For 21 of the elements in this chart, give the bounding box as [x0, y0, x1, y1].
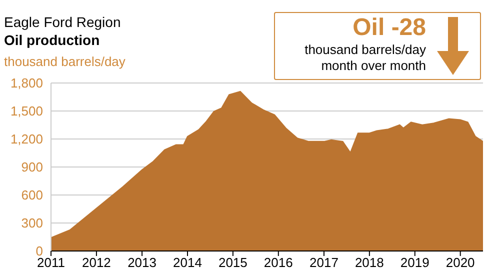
- x-tick-label: 2013: [128, 255, 156, 270]
- text: month over month: [320, 58, 426, 74]
- y-tick-label: 1,500: [10, 104, 43, 119]
- y-tick-label: 300: [21, 216, 43, 231]
- x-tick-label: 2014: [173, 255, 202, 270]
- y-tick-label: 900: [21, 160, 43, 175]
- chart-subtitle: Oil production: [4, 32, 100, 48]
- x-tick-label: 2016: [264, 255, 293, 270]
- y-tick-label: 1,200: [10, 132, 43, 147]
- x-tick-label: 2020: [446, 255, 475, 270]
- y-tick-label: 600: [21, 188, 43, 203]
- x-tick-label: 2012: [82, 255, 111, 270]
- x-tick-label: 2015: [218, 255, 248, 270]
- text: thousand barrels/day: [304, 42, 426, 58]
- text: Oil -28: [352, 14, 426, 42]
- chart-title: Eagle Ford Region: [4, 14, 121, 30]
- x-tick-label: 2017: [310, 255, 338, 270]
- y-axis-title: thousand barrels/day: [4, 54, 126, 69]
- x-tick-label: 2018: [354, 255, 384, 270]
- y-tick-label: 1,800: [10, 76, 43, 91]
- x-tick-label: 2019: [400, 255, 430, 270]
